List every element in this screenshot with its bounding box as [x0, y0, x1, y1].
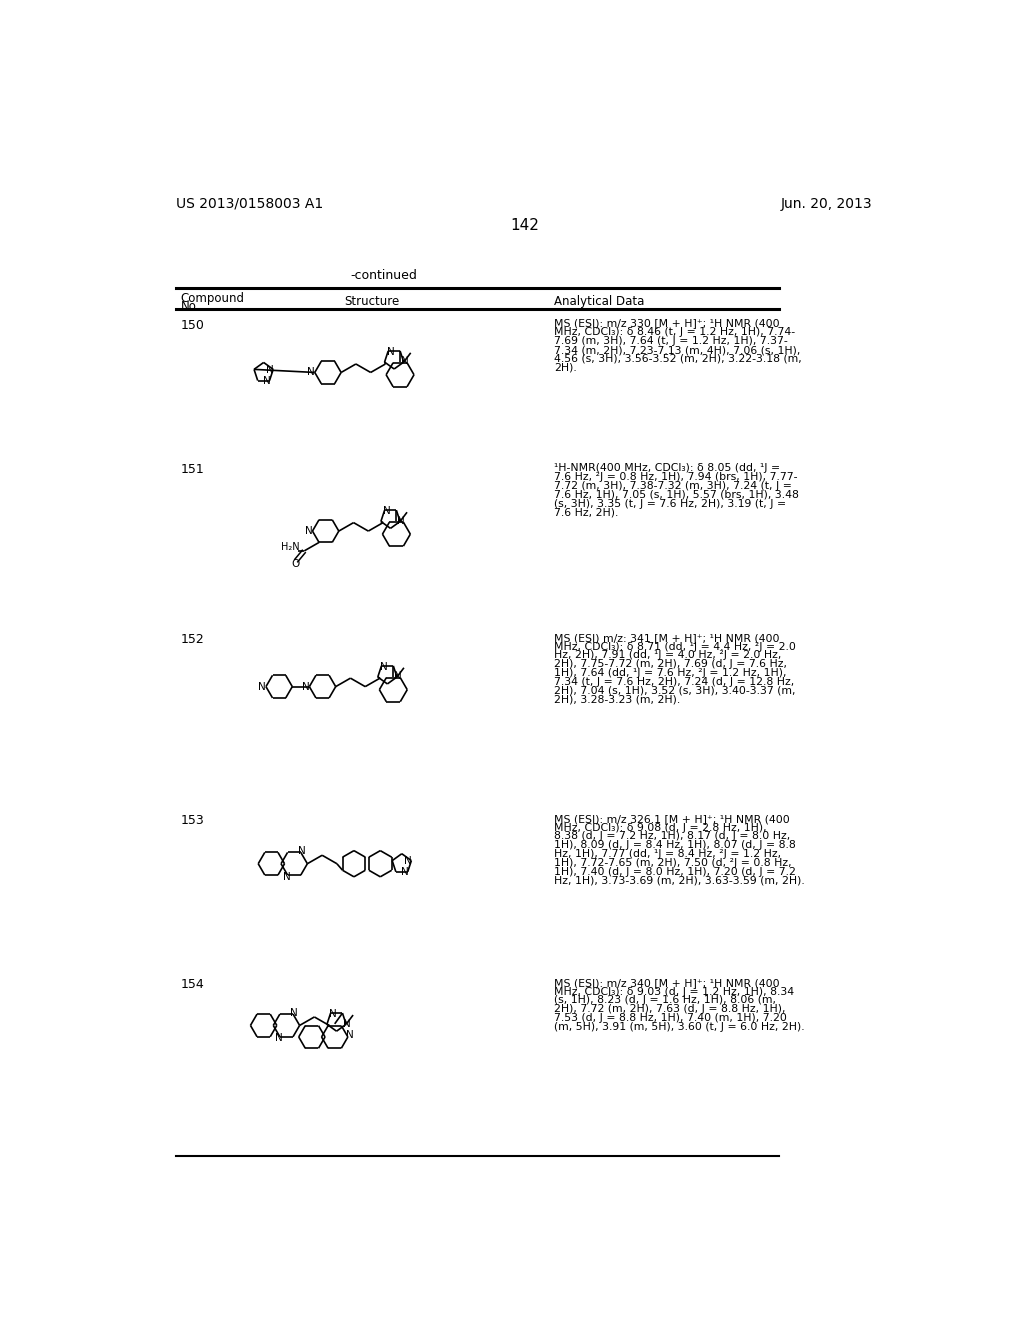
Text: H₂N: H₂N	[281, 543, 300, 552]
Text: 7.69 (m, 3H), 7.64 (t, J = 1.2 Hz, 1H), 7.37-: 7.69 (m, 3H), 7.64 (t, J = 1.2 Hz, 1H), …	[554, 337, 788, 346]
Text: 153: 153	[180, 813, 205, 826]
Text: N: N	[400, 356, 409, 367]
Text: No.: No.	[180, 300, 200, 313]
Text: 7.34 (m, 2H), 7.23-7.13 (m, 4H), 7.06 (s, 1H),: 7.34 (m, 2H), 7.23-7.13 (m, 4H), 7.06 (s…	[554, 345, 801, 355]
Text: -continued: -continued	[350, 268, 417, 281]
Text: 1H), 7.64 (dd, ¹J = 7.6 Hz, ²J = 1.2 Hz, 1H),: 1H), 7.64 (dd, ¹J = 7.6 Hz, ²J = 1.2 Hz,…	[554, 668, 786, 678]
Text: N: N	[298, 846, 305, 855]
Text: US 2013/0158003 A1: US 2013/0158003 A1	[176, 197, 324, 211]
Text: 1H), 7.72-7.65 (m, 2H), 7.50 (d, ²J = 0.8 Hz,: 1H), 7.72-7.65 (m, 2H), 7.50 (d, ²J = 0.…	[554, 858, 792, 869]
Text: N: N	[397, 516, 404, 525]
Text: 152: 152	[180, 632, 205, 645]
Text: 151: 151	[180, 463, 205, 477]
Text: MS (ESI) m/z: 341 [M + H]⁺; ¹H NMR (400: MS (ESI) m/z: 341 [M + H]⁺; ¹H NMR (400	[554, 632, 779, 643]
Text: Jun. 20, 2013: Jun. 20, 2013	[780, 197, 872, 211]
Text: 142: 142	[510, 218, 540, 234]
Text: 7.6 Hz, 2H).: 7.6 Hz, 2H).	[554, 508, 618, 517]
Text: 8.38 (d, J = 7.2 Hz, 1H), 8.17 (d, J = 8.0 Hz,: 8.38 (d, J = 7.2 Hz, 1H), 8.17 (d, J = 8…	[554, 832, 791, 841]
Text: 154: 154	[180, 978, 205, 991]
Text: 1H), 8.09 (d, J = 8.4 Hz, 1H), 8.07 (d, J = 8.8: 1H), 8.09 (d, J = 8.4 Hz, 1H), 8.07 (d, …	[554, 841, 796, 850]
Text: N: N	[307, 367, 314, 378]
Text: MHz, CDCl₃): δ 8.71 (dd, ¹J = 4.4 Hz, ²J = 2.0: MHz, CDCl₃): δ 8.71 (dd, ¹J = 4.4 Hz, ²J…	[554, 642, 796, 652]
Text: N: N	[283, 871, 291, 882]
Text: MHz, CDCl₃): δ 9.03 (d, J = 1.2 Hz, 1H), 8.34: MHz, CDCl₃): δ 9.03 (d, J = 1.2 Hz, 1H),…	[554, 986, 795, 997]
Text: N: N	[305, 527, 312, 536]
Text: 4.56 (s, 3H), 3.56-3.52 (m, 2H), 3.22-3.18 (m,: 4.56 (s, 3H), 3.56-3.52 (m, 2H), 3.22-3.…	[554, 354, 802, 364]
Text: N: N	[343, 1019, 351, 1028]
Text: 1H), 7.40 (d, J = 8.0 Hz, 1H), 7.20 (d, J = 7.2: 1H), 7.40 (d, J = 8.0 Hz, 1H), 7.20 (d, …	[554, 867, 796, 876]
Text: Compound: Compound	[180, 292, 245, 305]
Text: N: N	[394, 672, 401, 681]
Text: (s, 3H), 3.35 (t, J = 7.6 Hz, 2H), 3.19 (t, J =: (s, 3H), 3.35 (t, J = 7.6 Hz, 2H), 3.19 …	[554, 499, 786, 508]
Text: N: N	[290, 1007, 298, 1018]
Text: N: N	[345, 1031, 353, 1040]
Text: Hz, 2H), 7.91 (dd, ¹J = 4.0 Hz, ²J = 2.0 Hz,: Hz, 2H), 7.91 (dd, ¹J = 4.0 Hz, ²J = 2.0…	[554, 651, 781, 660]
Text: (s, 1H), 8.23 (d, J = 1.6 Hz, 1H), 8.06 (m,: (s, 1H), 8.23 (d, J = 1.6 Hz, 1H), 8.06 …	[554, 995, 776, 1006]
Text: N: N	[383, 506, 391, 516]
Text: 7.6 Hz, ²J = 0.8 Hz, 1H), 7.94 (brs, 1H), 7.77-: 7.6 Hz, ²J = 0.8 Hz, 1H), 7.94 (brs, 1H)…	[554, 473, 798, 482]
Text: 7.34 (t, J = 7.6 Hz, 2H), 7.24 (d, J = 12.8 Hz,: 7.34 (t, J = 7.6 Hz, 2H), 7.24 (d, J = 1…	[554, 677, 795, 686]
Text: Hz, 1H), 7.77 (dd, ¹J = 8.4 Hz, ²J = 1.2 Hz,: Hz, 1H), 7.77 (dd, ¹J = 8.4 Hz, ²J = 1.2…	[554, 849, 781, 859]
Text: N: N	[275, 1034, 283, 1043]
Text: 7.72 (m, 3H), 7.38-7.32 (m, 3H), 7.24 (t, J =: 7.72 (m, 3H), 7.38-7.32 (m, 3H), 7.24 (t…	[554, 480, 793, 491]
Text: Structure: Structure	[344, 296, 399, 309]
Text: 2H), 7.72 (m, 2H), 7.63 (d, J = 8.8 Hz, 1H),: 2H), 7.72 (m, 2H), 7.63 (d, J = 8.8 Hz, …	[554, 1005, 785, 1014]
Text: 2H).: 2H).	[554, 363, 577, 372]
Text: N: N	[262, 376, 270, 385]
Text: N: N	[387, 347, 394, 356]
Text: MS (ESI): m/z 330 [M + H]⁺; ¹H NMR (400: MS (ESI): m/z 330 [M + H]⁺; ¹H NMR (400	[554, 318, 780, 329]
Text: N: N	[329, 1008, 337, 1019]
Text: 2H), 7.04 (s, 1H), 3.52 (s, 3H), 3.40-3.37 (m,: 2H), 7.04 (s, 1H), 3.52 (s, 3H), 3.40-3.…	[554, 686, 796, 696]
Text: Analytical Data: Analytical Data	[554, 296, 645, 309]
Text: N: N	[404, 857, 412, 866]
Text: N: N	[266, 366, 274, 375]
Text: MS (ESI): m/z 340 [M + H]⁺; ¹H NMR (400: MS (ESI): m/z 340 [M + H]⁺; ¹H NMR (400	[554, 978, 780, 987]
Text: 7.6 Hz, 1H), 7.05 (s, 1H), 5.57 (brs, 1H), 3.48: 7.6 Hz, 1H), 7.05 (s, 1H), 5.57 (brs, 1H…	[554, 490, 799, 500]
Text: N: N	[258, 681, 266, 692]
Text: MHz, CDCl₃): δ 9.08 (d, J = 2.8 Hz, 1H),: MHz, CDCl₃): δ 9.08 (d, J = 2.8 Hz, 1H),	[554, 822, 767, 833]
Text: 150: 150	[180, 318, 205, 331]
Text: Hz, 1H), 3.73-3.69 (m, 2H), 3.63-3.59 (m, 2H).: Hz, 1H), 3.73-3.69 (m, 2H), 3.63-3.59 (m…	[554, 875, 805, 886]
Text: MS (ESI): m/z 326.1 [M + H]⁺; ¹H NMR (400: MS (ESI): m/z 326.1 [M + H]⁺; ¹H NMR (40…	[554, 813, 790, 824]
Text: 2H), 3.28-3.23 (m, 2H).: 2H), 3.28-3.23 (m, 2H).	[554, 694, 681, 705]
Text: 2H), 7.75-7.72 (m, 2H), 7.69 (d, J = 7.6 Hz,: 2H), 7.75-7.72 (m, 2H), 7.69 (d, J = 7.6…	[554, 659, 787, 669]
Text: O: O	[292, 560, 300, 569]
Text: ¹H-NMR(400 MHz, CDCl₃): δ 8.05 (dd, ¹J =: ¹H-NMR(400 MHz, CDCl₃): δ 8.05 (dd, ¹J =	[554, 463, 780, 474]
Text: (m, 5H), 3.91 (m, 5H), 3.60 (t, J = 6.0 Hz, 2H).: (m, 5H), 3.91 (m, 5H), 3.60 (t, J = 6.0 …	[554, 1022, 805, 1032]
Text: 7.53 (d, J = 8.8 Hz, 1H), 7.40 (m, 1H), 7.20: 7.53 (d, J = 8.8 Hz, 1H), 7.40 (m, 1H), …	[554, 1014, 787, 1023]
Text: MHz, CDCl₃): δ 8.46 (t, J = 1.2 Hz, 1H), 7.74-: MHz, CDCl₃): δ 8.46 (t, J = 1.2 Hz, 1H),…	[554, 327, 796, 338]
Text: N: N	[302, 681, 309, 692]
Text: N: N	[400, 867, 409, 876]
Text: N: N	[380, 661, 388, 672]
